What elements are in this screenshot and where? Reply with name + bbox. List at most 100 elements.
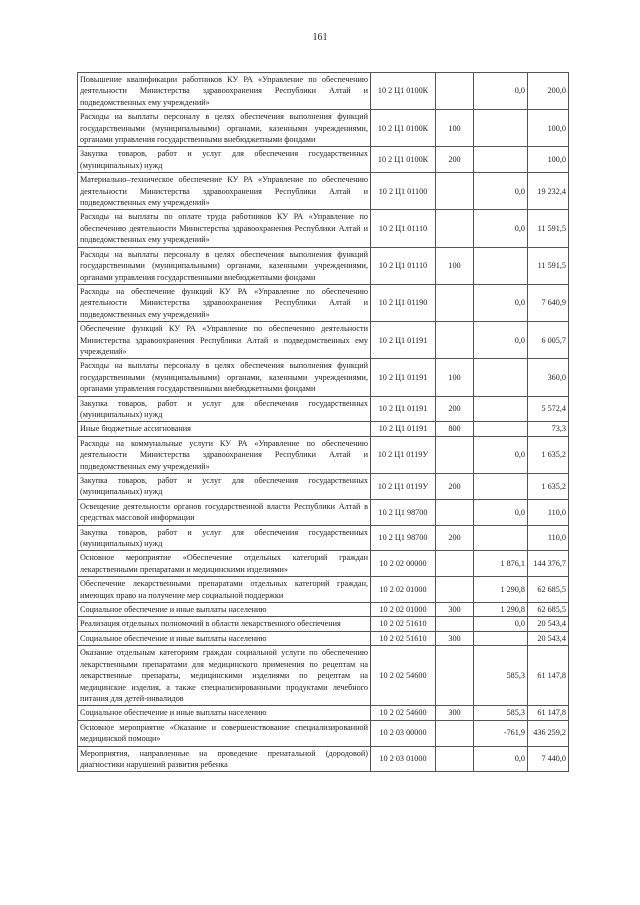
row-description: Оказание отдельным категориям граждан со… (77, 645, 371, 707)
table-row: Расходы на выплаты персоналу в целях обе… (77, 358, 569, 397)
table-row: Иные бюджетные ассигнования 10 2 Ц1 01191… (77, 421, 569, 437)
row-total-amount: 7 440,0 (527, 745, 569, 773)
row-description: Иные бюджетные ассигнования (77, 421, 371, 437)
row-code: 10 2 Ц1 01191 (370, 358, 436, 397)
row-expense-group (435, 719, 474, 747)
row-expense-group: 200 (435, 146, 474, 174)
row-expense-group (435, 283, 474, 323)
row-expense-group (435, 172, 474, 211)
row-code: 10 2 02 01000 (370, 602, 436, 618)
table-row: Оказание отдельным категориям граждан со… (77, 645, 569, 707)
table-row: Расходы на выплаты по оплате труда работ… (77, 209, 569, 248)
row-description: Освещение деятельности органов государст… (77, 498, 371, 526)
row-code: 10 2 Ц1 01191 (370, 421, 436, 437)
row-description: Расходы на выплаты персоналу в целях обе… (77, 246, 371, 285)
row-code: 10 2 02 51610 (370, 630, 436, 647)
row-change-amount: 0,0 (473, 435, 528, 475)
row-expense-group (435, 616, 474, 632)
row-code: 10 2 02 54600 (370, 705, 436, 721)
table-row: Расходы на коммунальные услуги КУ РА «Уп… (77, 435, 569, 475)
table-row: Обеспечение функций КУ РА «Управление по… (77, 321, 569, 360)
row-code: 10 2 Ц1 98700 (370, 524, 436, 552)
row-total-amount: 100,0 (527, 146, 569, 174)
row-expense-group: 800 (435, 421, 474, 437)
row-code: 10 2 02 00000 (370, 550, 436, 578)
row-total-amount: 5 572,4 (527, 395, 569, 423)
row-description: Расходы на коммунальные услуги КУ РА «Уп… (77, 435, 371, 475)
row-description: Обеспечение лекарственными препаратами о… (77, 576, 371, 604)
table-row: Социальное обеспечение и иные выплаты на… (77, 630, 569, 647)
row-expense-group: 300 (435, 630, 474, 647)
row-total-amount: 110,0 (527, 524, 569, 552)
row-change-amount (473, 395, 528, 423)
row-description: Социальное обеспечение и иные выплаты на… (77, 705, 371, 721)
row-total-amount: 73,3 (527, 421, 569, 437)
table-row: Закупка товаров, работ и услуг для обесп… (77, 524, 569, 552)
row-code: 10 2 Ц1 01191 (370, 321, 436, 360)
row-change-amount: 0,0 (473, 616, 528, 632)
row-change-amount (473, 630, 528, 647)
row-total-amount: 62 685,5 (527, 602, 569, 618)
row-total-amount: 6 005,7 (527, 321, 569, 360)
row-description: Реализация отдельных полномочий в област… (77, 616, 371, 632)
row-expense-group: 200 (435, 395, 474, 423)
row-code: 10 2 02 51610 (370, 616, 436, 632)
row-code: 10 2 Ц1 0100К (370, 146, 436, 174)
row-total-amount: 19 232,4 (527, 172, 569, 211)
row-change-amount: 0,0 (473, 283, 528, 323)
row-change-amount: 0,0 (473, 321, 528, 360)
row-expense-group (435, 576, 474, 604)
row-expense-group (435, 498, 474, 526)
table-row: Расходы на выплаты персоналу в целях обе… (77, 109, 569, 148)
table-row: Социальное обеспечение и иные выплаты на… (77, 602, 569, 618)
row-expense-group (435, 645, 474, 707)
row-expense-group: 100 (435, 358, 474, 397)
row-change-amount: 0,0 (473, 71, 528, 111)
row-change-amount: 1 290,8 (473, 602, 528, 618)
row-change-amount: 0,0 (473, 172, 528, 211)
row-expense-group: 100 (435, 109, 474, 148)
row-code: 10 2 Ц1 01110 (370, 246, 436, 285)
row-expense-group: 100 (435, 246, 474, 285)
table-row: Материально–техническое обеспечение КУ Р… (77, 172, 569, 211)
row-change-amount: 0,0 (473, 745, 528, 773)
table-row: Мероприятия, направленные на проведение … (77, 745, 569, 773)
row-total-amount: 61 147,8 (527, 645, 569, 707)
row-change-amount (473, 109, 528, 148)
row-total-amount: 11 591,5 (527, 246, 569, 285)
row-description: Мероприятия, направленные на проведение … (77, 745, 371, 773)
table-row: Повышение квалификации работников КУ РА … (77, 71, 569, 111)
row-code: 10 2 Ц1 0100К (370, 109, 436, 148)
row-description: Повышение квалификации работников КУ РА … (77, 71, 371, 111)
row-description: Расходы на обеспечение функций КУ РА «Уп… (77, 283, 371, 323)
row-expense-group (435, 209, 474, 248)
row-expense-group: 200 (435, 524, 474, 552)
table-row: Расходы на выплаты персоналу в целях обе… (77, 246, 569, 285)
row-expense-group (435, 550, 474, 578)
row-total-amount: 360,0 (527, 358, 569, 397)
row-code: 10 2 03 01000 (370, 745, 436, 773)
row-change-amount: 1 290,8 (473, 576, 528, 604)
row-description: Основное мероприятие «Обеспечение отдель… (77, 550, 371, 578)
row-code: 10 2 Ц1 0119У (370, 435, 436, 475)
row-code: 10 2 Ц1 01100 (370, 172, 436, 211)
row-description: Закупка товаров, работ и услуг для обесп… (77, 524, 371, 552)
table-row: Освещение деятельности органов государст… (77, 498, 569, 526)
table-row: Обеспечение лекарственными препаратами о… (77, 576, 569, 604)
row-description: Расходы на выплаты персоналу в целях обе… (77, 358, 371, 397)
table-row: Основное мероприятие «Оказание и соверше… (77, 719, 569, 747)
row-total-amount: 62 685,5 (527, 576, 569, 604)
row-change-amount (473, 421, 528, 437)
row-expense-group (435, 745, 474, 773)
table-row: Социальное обеспечение и иные выплаты на… (77, 705, 569, 721)
table-row: Закупка товаров, работ и услуг для обесп… (77, 146, 569, 174)
table-row: Закупка товаров, работ и услуг для обесп… (77, 395, 569, 423)
row-description: Материально–техническое обеспечение КУ Р… (77, 172, 371, 211)
row-total-amount: 7 640,9 (527, 283, 569, 323)
row-description: Социальное обеспечение и иные выплаты на… (77, 630, 371, 647)
row-total-amount: 61 147,8 (527, 705, 569, 721)
row-total-amount: 11 591,5 (527, 209, 569, 248)
page-number: 161 (312, 32, 328, 43)
row-total-amount: 1 635,2 (527, 435, 569, 475)
table-row: Закупка товаров, работ и услуг для обесп… (77, 473, 569, 500)
